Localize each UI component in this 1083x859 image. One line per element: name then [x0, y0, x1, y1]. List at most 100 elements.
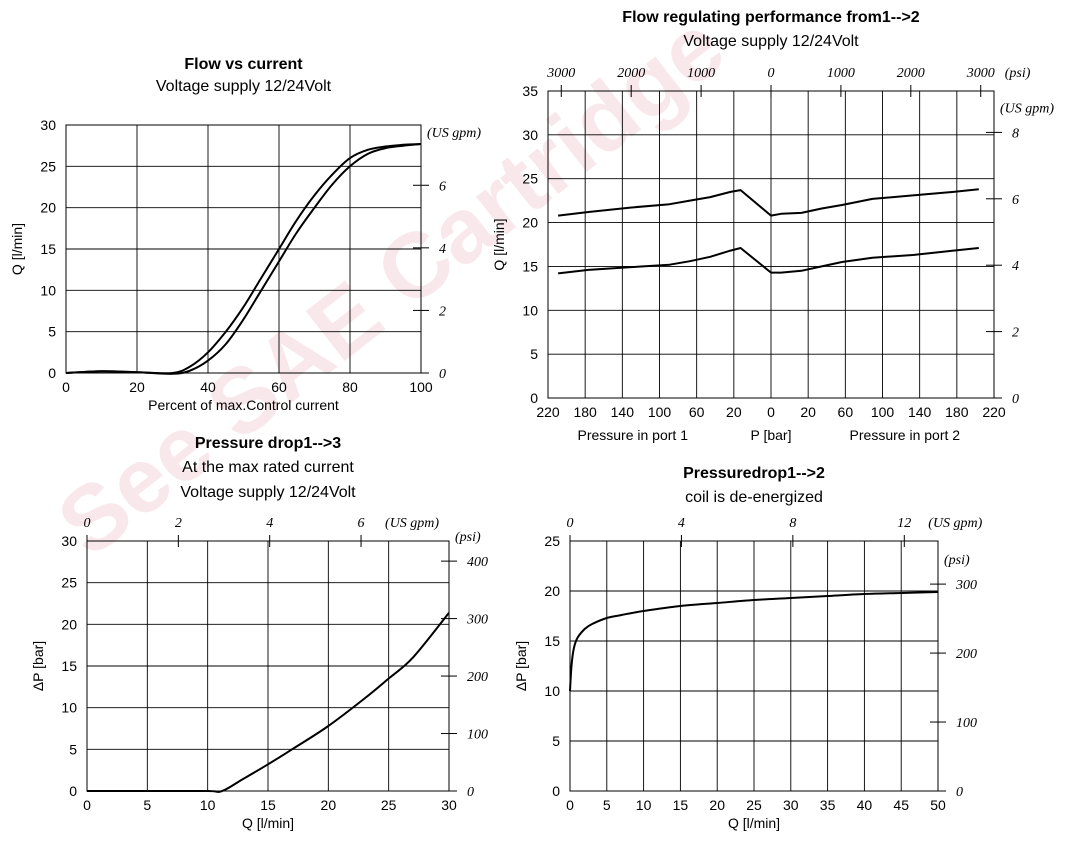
x-tick-label: 20: [129, 379, 145, 395]
top-axis-unit: (US gpm): [385, 516, 439, 531]
x-tick-label: 35: [820, 797, 836, 813]
x-tick-label: 100: [648, 404, 672, 420]
y-tick-label: 20: [61, 616, 77, 632]
x-tick-label: 180: [945, 404, 969, 420]
chart-subtitle: coil is de-energized: [685, 489, 823, 506]
secondary-y-tick-label: 300: [955, 578, 977, 593]
y-tick-label: 20: [522, 215, 538, 231]
y-tick-label: 25: [40, 158, 56, 174]
series-flow-regulating-1: [557, 247, 979, 275]
y-axis-label: Q [l/min]: [491, 218, 507, 270]
x-tick-label: 15: [260, 797, 276, 813]
top-axis-tick-label: 3000: [966, 66, 995, 81]
chart-flow-regulating: Flow regulating performance from1-->2 Vol…: [491, 9, 1054, 443]
y-tick-label: 5: [69, 741, 77, 757]
x-tick-label: 100: [409, 379, 433, 395]
chart-subtitle: Voltage supply 12/24Volt: [683, 33, 859, 50]
y-tick-label: 30: [522, 127, 538, 143]
y-axis-label: ΔP [bar]: [513, 641, 529, 691]
x-tick-label: 15: [673, 797, 689, 813]
top-axis-tick-label: 1000: [827, 66, 855, 81]
top-axis-tick-label: 8: [789, 516, 796, 531]
x-tick-label: 30: [441, 797, 457, 813]
secondary-y-tick-label: 300: [466, 613, 488, 628]
secondary-y-tick-label: 8: [1012, 126, 1019, 141]
x-tick-label: 60: [689, 404, 705, 420]
y-tick-label: 25: [61, 575, 77, 591]
x-tick-label: 80: [342, 379, 358, 395]
secondary-y-unit: (psi): [455, 530, 481, 545]
series-flow-vs-current-1: [65, 143, 422, 375]
y-tick-label: 0: [69, 783, 77, 799]
y-tick-label: 5: [48, 324, 56, 340]
x-tick-label: 20: [321, 797, 337, 813]
y-axis-label: ΔP [bar]: [30, 641, 46, 691]
plot-frame: [65, 124, 422, 374]
secondary-y-tick-label: 100: [467, 728, 488, 743]
top-axis-tick-label: 0: [567, 516, 574, 531]
y-tick-label: 0: [48, 365, 56, 381]
y-tick-label: 30: [40, 117, 56, 133]
x-axis-label: Q [l/min]: [242, 815, 294, 831]
x-tick-label: 50: [930, 797, 946, 813]
top-axis-tick-label: 0: [768, 66, 775, 81]
top-axis-unit: (psi): [1005, 66, 1031, 81]
top-axis-tick-label: 2000: [617, 66, 645, 81]
top-axis-tick-label: 1000: [687, 66, 715, 81]
chart-title: Pressure drop1-->3: [195, 435, 341, 452]
y-tick-label: 15: [40, 241, 56, 257]
x-tick-label: 5: [143, 797, 151, 813]
x-tick-label: 40: [857, 797, 873, 813]
top-axis-tick-label: 0: [84, 516, 91, 531]
y-axis-label: Q [l/min]: [9, 223, 25, 275]
chart-subtitle: Voltage supply 12/24Volt: [156, 78, 332, 95]
chart-title: Flow vs current: [184, 56, 303, 73]
y-tick-label: 15: [544, 633, 560, 649]
plot-frame: [86, 540, 450, 792]
x-axis-label-left: Pressure in port 1: [577, 427, 688, 443]
x-tick-label: 20: [800, 404, 816, 420]
x-tick-label: 140: [611, 404, 635, 420]
secondary-y-tick-label: 0: [439, 367, 446, 382]
top-axis-tick-label: 4: [678, 516, 685, 531]
watermark-text: See SAE Cartridge: [40, 0, 743, 576]
top-axis-tick-label: 12: [897, 516, 911, 531]
x-tick-label: 40: [200, 379, 216, 395]
x-tick-label: 30: [783, 797, 799, 813]
secondary-y-tick-label: 0: [1012, 392, 1019, 407]
y-tick-label: 15: [61, 658, 77, 674]
chart-subtitle: At the max rated current: [182, 459, 354, 476]
x-tick-label: 45: [893, 797, 909, 813]
x-tick-label: 10: [636, 797, 652, 813]
secondary-y-tick-label: 6: [1012, 193, 1019, 208]
x-tick-label: 20: [726, 404, 742, 420]
chart-flow-vs-current: Flow vs current Voltage supply 12/24Volt 0…: [9, 56, 481, 413]
y-tick-label: 15: [522, 258, 538, 274]
y-tick-label: 0: [552, 783, 560, 799]
y-tick-label: 0: [530, 390, 538, 406]
secondary-y-tick-label: 4: [1012, 259, 1019, 274]
series-flow-regulating-0: [557, 188, 979, 217]
x-axis-label: Percent of max.Control current: [148, 397, 339, 413]
top-axis-tick-label: 6: [358, 516, 365, 531]
chart-subtitle-2: Voltage supply 12/24Volt: [180, 484, 356, 501]
series-pressure-drop-1-2-0: [569, 591, 939, 692]
x-tick-label: 10: [200, 797, 216, 813]
top-axis-tick-label: 2: [175, 516, 182, 531]
y-tick-label: 10: [522, 302, 538, 318]
chart-title: Flow regulating performance from1-->2: [622, 9, 919, 26]
secondary-y-tick-label: 100: [956, 716, 977, 731]
secondary-y-tick-label: 0: [956, 785, 963, 800]
y-tick-label: 20: [544, 583, 560, 599]
y-tick-label: 20: [40, 200, 56, 216]
y-tick-label: 10: [40, 282, 56, 298]
x-tick-label: 100: [871, 404, 895, 420]
y-tick-label: 10: [544, 683, 560, 699]
x-tick-label: 60: [271, 379, 287, 395]
x-tick-label: 0: [83, 797, 91, 813]
chart-pressure-drop-1-2: Pressuredrop1-->2 coil is de-energized 0 5 1…: [513, 465, 983, 831]
top-axis-tick-label: 2000: [897, 66, 925, 81]
x-axis-label-center: P [bar]: [751, 427, 792, 443]
x-tick-label: 220: [982, 404, 1006, 420]
x-tick-label: 0: [566, 797, 574, 813]
